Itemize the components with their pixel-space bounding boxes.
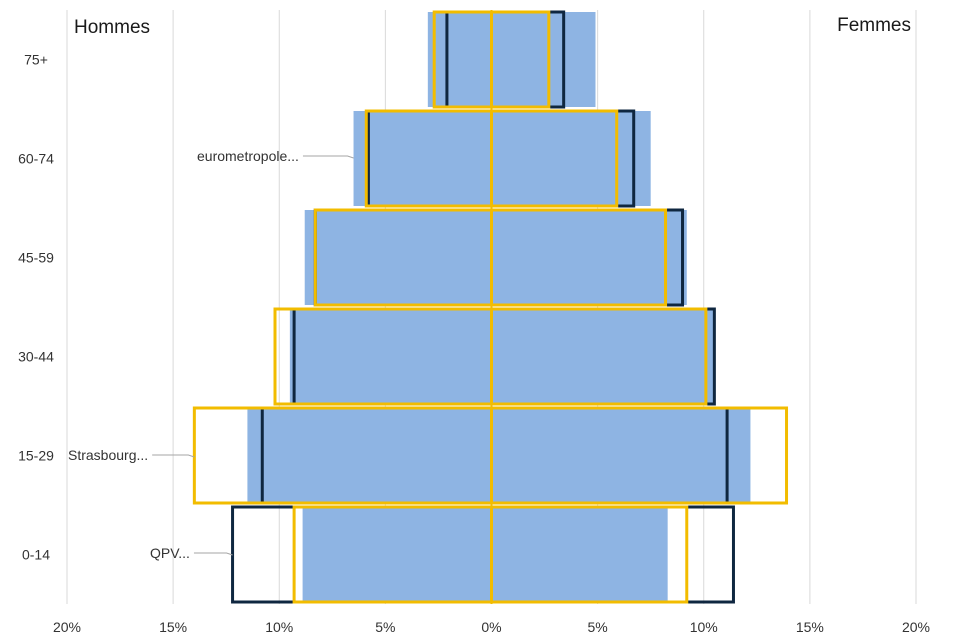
bar-women <box>491 408 751 503</box>
category-label: 0-14 <box>22 547 50 563</box>
bars <box>192 10 789 604</box>
bar-women <box>491 210 687 305</box>
category-label: 60-74 <box>18 151 54 167</box>
series-label: Strasbourg... <box>68 447 148 463</box>
bar-women <box>491 309 715 404</box>
series-label: QPV... <box>150 545 190 561</box>
axes: 20% 15% 10% 5% 0% 5% 10% 15% 20% 0-14 15-29 30-44 45… <box>18 10 930 635</box>
gridlines <box>66 10 917 604</box>
x-tick-label: 10% <box>265 619 293 635</box>
series-label-leader <box>302 155 354 159</box>
bar-women <box>491 507 668 602</box>
bar-men <box>247 408 492 503</box>
bar-men <box>353 111 492 206</box>
x-tick-label: 20% <box>902 619 930 635</box>
category-label: 30-44 <box>18 349 54 365</box>
x-tick-label: 15% <box>796 619 824 635</box>
bar-men <box>302 507 492 602</box>
women-panel-label: Femmes <box>837 15 911 36</box>
men-panel-label: Hommes <box>74 17 151 38</box>
series-label: eurometropole... <box>197 148 299 164</box>
series-labels: eurometropole... Strasbourg... QPV... <box>68 148 354 561</box>
bar-men <box>289 309 492 404</box>
category-label: 15-29 <box>18 448 54 464</box>
bar-men <box>304 210 492 305</box>
bar-men <box>427 12 492 107</box>
x-tick-label: 20% <box>53 619 81 635</box>
series-label-leader <box>193 552 233 556</box>
x-tick-label: 10% <box>690 619 718 635</box>
x-tick-label: 5% <box>588 619 608 635</box>
category-label: 75+ <box>24 52 48 68</box>
bar-women <box>491 12 596 107</box>
x-tick-label: 5% <box>375 619 395 635</box>
bar-women <box>491 111 651 206</box>
x-tick-label: 15% <box>159 619 187 635</box>
x-tick-label: 0% <box>481 619 501 635</box>
category-label: 45-59 <box>18 250 54 266</box>
series-label-leader <box>152 454 195 458</box>
